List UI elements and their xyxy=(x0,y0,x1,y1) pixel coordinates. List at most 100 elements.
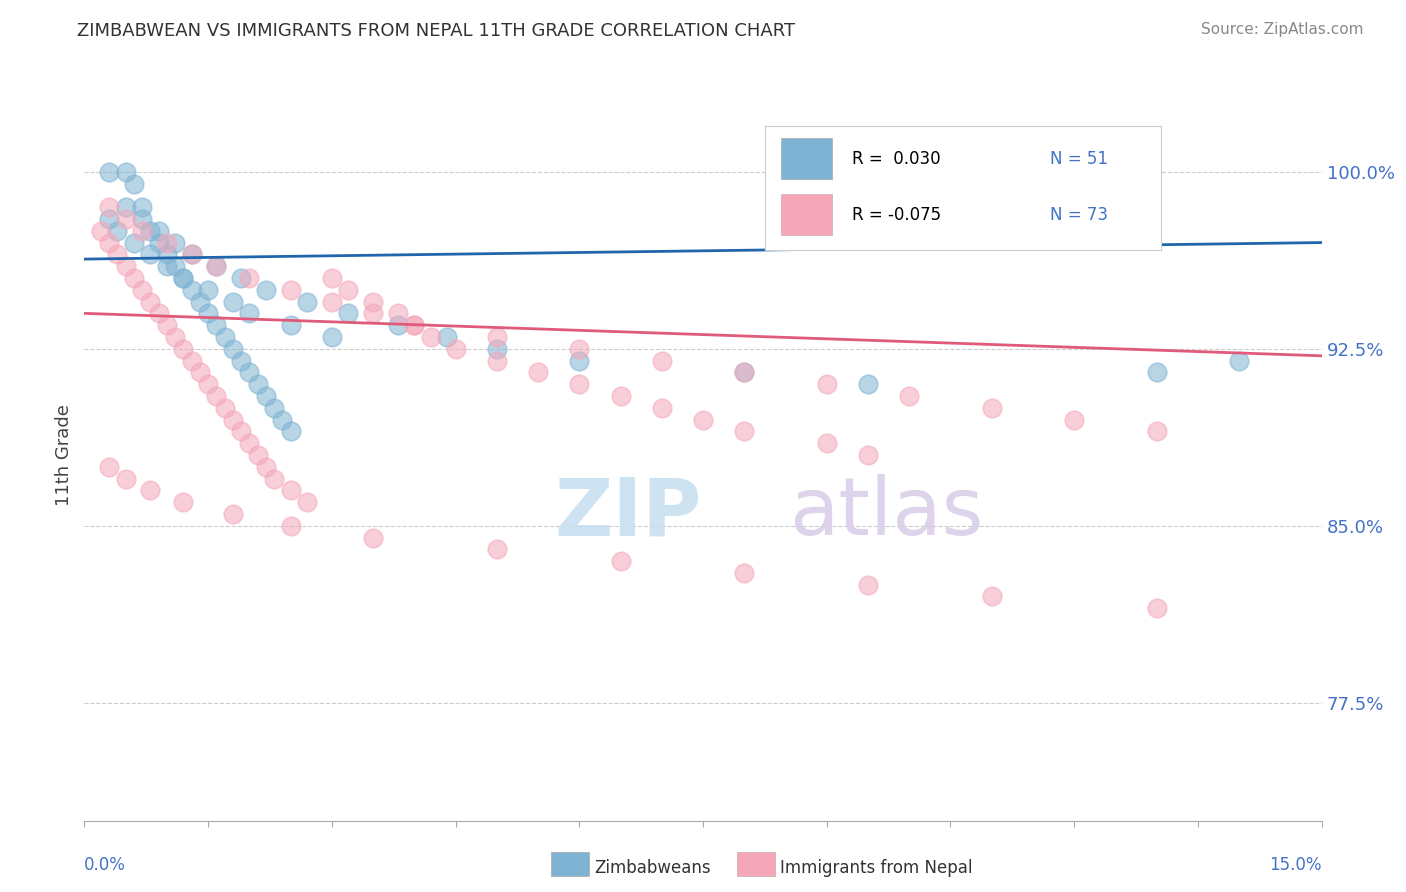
Point xyxy=(263,401,285,415)
Point xyxy=(114,200,136,214)
Point xyxy=(105,247,128,261)
Point xyxy=(527,365,550,379)
Point xyxy=(238,436,260,450)
Point xyxy=(280,425,302,439)
Point xyxy=(156,247,179,261)
Point xyxy=(337,306,360,320)
Point xyxy=(361,531,384,545)
Point xyxy=(98,235,121,250)
Point xyxy=(980,401,1002,415)
Point xyxy=(280,283,302,297)
Point xyxy=(131,283,153,297)
Point xyxy=(98,211,121,226)
Point xyxy=(419,330,441,344)
Point xyxy=(856,448,879,462)
Point xyxy=(188,294,211,309)
Point xyxy=(856,577,879,591)
Point xyxy=(214,330,236,344)
Point xyxy=(131,200,153,214)
Point xyxy=(1227,353,1250,368)
Point xyxy=(222,507,245,521)
Point xyxy=(114,211,136,226)
Point xyxy=(733,425,755,439)
Point xyxy=(436,330,458,344)
Point xyxy=(98,200,121,214)
Point xyxy=(321,271,343,285)
Point xyxy=(733,365,755,379)
Point xyxy=(280,318,302,333)
Point xyxy=(238,271,260,285)
Point xyxy=(98,165,121,179)
Point xyxy=(444,342,467,356)
Point xyxy=(122,235,145,250)
Text: 15.0%: 15.0% xyxy=(1270,856,1322,874)
Point xyxy=(485,353,508,368)
Point xyxy=(1146,425,1168,439)
Point xyxy=(105,224,128,238)
Point xyxy=(156,259,179,273)
Text: Zimbabweans: Zimbabweans xyxy=(595,859,711,877)
Point xyxy=(1146,601,1168,615)
Point xyxy=(156,318,179,333)
Point xyxy=(485,330,508,344)
Point xyxy=(815,377,838,392)
Point xyxy=(609,554,631,568)
Point xyxy=(122,177,145,191)
Point xyxy=(139,224,162,238)
Point xyxy=(229,271,252,285)
Text: Source: ZipAtlas.com: Source: ZipAtlas.com xyxy=(1201,22,1364,37)
Point xyxy=(165,259,187,273)
Point xyxy=(214,401,236,415)
Point xyxy=(337,283,360,297)
Point xyxy=(404,318,426,333)
Point xyxy=(733,566,755,580)
Point xyxy=(361,294,384,309)
Point xyxy=(172,271,194,285)
Point xyxy=(205,389,228,403)
Point xyxy=(485,342,508,356)
Point xyxy=(114,259,136,273)
Text: Immigrants from Nepal: Immigrants from Nepal xyxy=(780,859,973,877)
Point xyxy=(568,377,591,392)
Point xyxy=(246,377,269,392)
Point xyxy=(856,377,879,392)
Point xyxy=(222,294,245,309)
Point xyxy=(131,224,153,238)
Point xyxy=(733,365,755,379)
Point xyxy=(148,235,170,250)
Text: 0.0%: 0.0% xyxy=(84,856,127,874)
Point xyxy=(131,211,153,226)
Point xyxy=(568,353,591,368)
Point xyxy=(387,318,409,333)
Point xyxy=(139,294,162,309)
Point xyxy=(361,306,384,320)
Point xyxy=(197,306,219,320)
Point xyxy=(90,224,112,238)
Text: atlas: atlas xyxy=(790,475,984,552)
Point xyxy=(165,235,187,250)
Point xyxy=(980,590,1002,604)
Point xyxy=(197,377,219,392)
Point xyxy=(295,495,318,509)
Point xyxy=(148,224,170,238)
Point xyxy=(205,318,228,333)
Point xyxy=(188,365,211,379)
Point xyxy=(651,353,673,368)
Point xyxy=(568,342,591,356)
Point xyxy=(609,389,631,403)
Point xyxy=(172,342,194,356)
Point xyxy=(238,365,260,379)
Point xyxy=(263,471,285,485)
Point xyxy=(98,459,121,474)
Point xyxy=(148,306,170,320)
Point xyxy=(114,165,136,179)
Point xyxy=(280,518,302,533)
Point xyxy=(692,412,714,426)
Point xyxy=(271,412,294,426)
Point xyxy=(172,271,194,285)
Point xyxy=(254,283,277,297)
Point xyxy=(1063,412,1085,426)
Point xyxy=(254,389,277,403)
Text: ZIP: ZIP xyxy=(554,475,702,552)
Point xyxy=(222,342,245,356)
